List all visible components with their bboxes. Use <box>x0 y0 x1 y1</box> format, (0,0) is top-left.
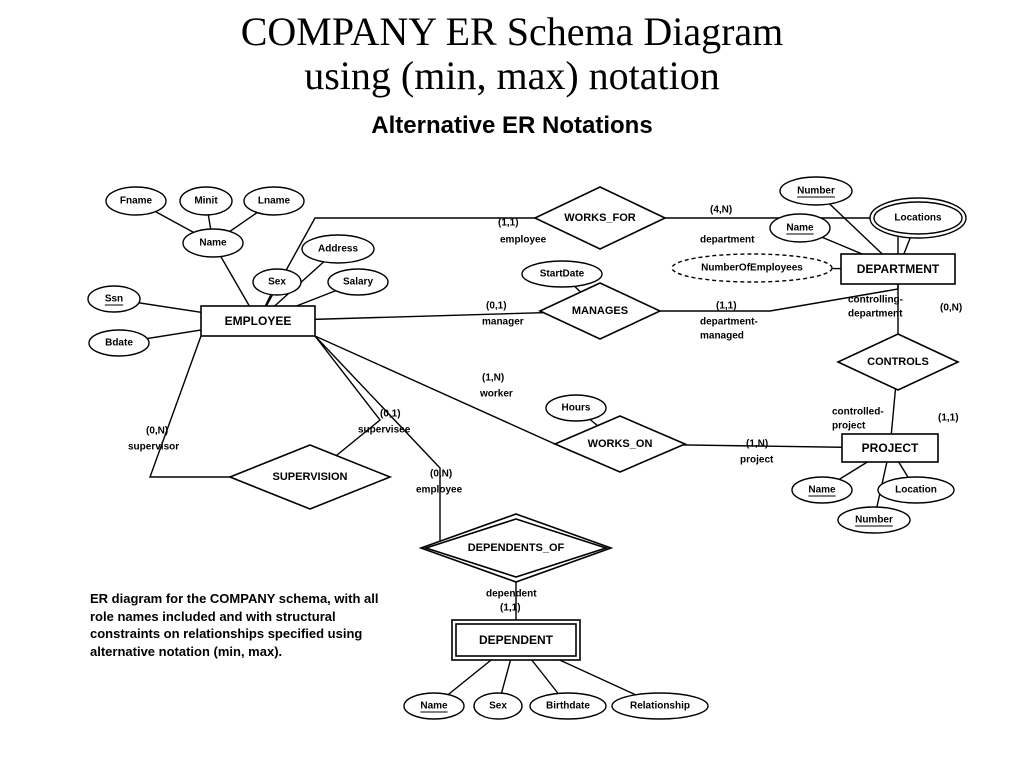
svg-text:Name: Name <box>808 485 836 496</box>
svg-text:Name: Name <box>786 223 814 234</box>
svg-text:WORKS_FOR: WORKS_FOR <box>564 212 636 224</box>
svg-text:Locations: Locations <box>894 213 942 224</box>
er-diagram: WORKS_FOR MANAGES CONTROLS WORKS_ON SUPERVIS… <box>0 0 1024 768</box>
svg-text:Ssn: Ssn <box>105 294 123 305</box>
svg-text:supervisee: supervisee <box>358 425 411 436</box>
svg-text:Birthdate: Birthdate <box>546 701 590 712</box>
svg-text:(1,1): (1,1) <box>500 603 521 614</box>
svg-text:SUPERVISION: SUPERVISION <box>273 471 348 483</box>
svg-text:(0,N): (0,N) <box>940 303 962 314</box>
svg-text:Sex: Sex <box>268 277 286 288</box>
svg-text:Minit: Minit <box>194 196 218 207</box>
svg-text:Name: Name <box>420 701 448 712</box>
svg-text:managed: managed <box>700 331 744 342</box>
svg-text:department-: department- <box>700 317 758 328</box>
svg-text:department: department <box>700 235 755 246</box>
svg-text:supervisor: supervisor <box>128 442 179 453</box>
svg-text:(0,1): (0,1) <box>380 409 401 420</box>
svg-text:(1,1): (1,1) <box>716 301 737 312</box>
svg-text:StartDate: StartDate <box>540 269 585 280</box>
svg-text:Fname: Fname <box>120 196 153 207</box>
svg-text:NumberOfEmployees: NumberOfEmployees <box>701 263 803 274</box>
svg-text:Bdate: Bdate <box>105 338 133 349</box>
svg-text:manager: manager <box>482 317 524 328</box>
svg-text:Number: Number <box>797 186 835 197</box>
svg-text:(0,N): (0,N) <box>430 469 452 480</box>
svg-text:EMPLOYEE: EMPLOYEE <box>225 314 292 328</box>
svg-text:employee: employee <box>416 485 463 496</box>
svg-text:Sex: Sex <box>489 701 507 712</box>
svg-text:project: project <box>740 455 774 466</box>
svg-text:Name: Name <box>199 238 227 249</box>
svg-text:PROJECT: PROJECT <box>862 441 919 455</box>
svg-text:(4,N): (4,N) <box>710 205 732 216</box>
svg-text:Salary: Salary <box>343 277 373 288</box>
svg-text:(1,N): (1,N) <box>746 439 768 450</box>
svg-text:CONTROLS: CONTROLS <box>867 356 929 368</box>
svg-text:MANAGES: MANAGES <box>572 305 628 317</box>
svg-text:(1,1): (1,1) <box>498 218 519 229</box>
svg-text:Number: Number <box>855 515 893 526</box>
svg-text:Address: Address <box>318 244 358 255</box>
svg-text:Location: Location <box>895 485 937 496</box>
svg-text:Hours: Hours <box>562 403 591 414</box>
svg-text:employee: employee <box>500 235 547 246</box>
svg-text:(0,1): (0,1) <box>486 301 507 312</box>
svg-text:controlled-: controlled- <box>832 407 884 418</box>
svg-text:controlling-: controlling- <box>848 295 903 306</box>
svg-text:project: project <box>832 421 866 432</box>
svg-text:Lname: Lname <box>258 196 291 207</box>
svg-text:worker: worker <box>479 389 513 400</box>
svg-text:WORKS_ON: WORKS_ON <box>588 438 653 450</box>
svg-text:(1,1): (1,1) <box>938 413 959 424</box>
svg-text:Relationship: Relationship <box>630 701 690 712</box>
svg-text:DEPENDENTS_OF: DEPENDENTS_OF <box>468 542 565 554</box>
svg-text:DEPARTMENT: DEPARTMENT <box>857 262 940 276</box>
svg-text:dependent: dependent <box>486 589 537 600</box>
svg-text:(0,N): (0,N) <box>146 426 168 437</box>
svg-text:(1,N): (1,N) <box>482 373 504 384</box>
svg-text:DEPENDENT: DEPENDENT <box>479 633 554 647</box>
svg-text:department: department <box>848 309 903 320</box>
